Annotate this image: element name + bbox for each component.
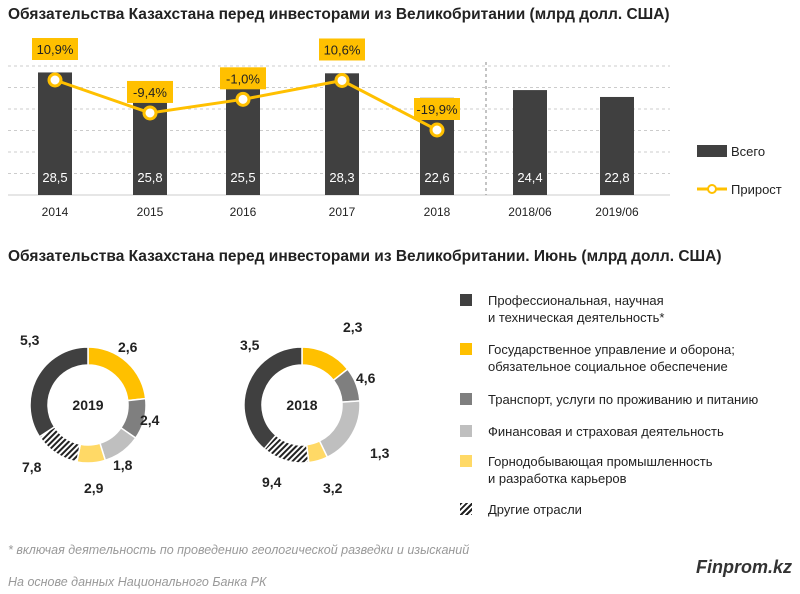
donut-value-label: 2,4 xyxy=(140,412,160,428)
bar-chart-title: Обязательства Казахстана перед инвестора… xyxy=(8,6,670,23)
bar-value-label: 24,4 xyxy=(517,170,542,185)
source: На основе данных Национального Банка РК xyxy=(8,575,267,589)
bar-value-label: 25,8 xyxy=(137,170,162,185)
legend-item: Другие отрасли xyxy=(460,501,790,535)
donut-center-label: 2018 xyxy=(286,397,317,413)
bar-value-label: 22,8 xyxy=(604,170,629,185)
bar xyxy=(325,73,359,195)
x-tick-label: 2017 xyxy=(329,205,356,219)
legend-label-total: Всего xyxy=(731,144,765,159)
legend-item: Государственное управление и оборона; об… xyxy=(460,341,790,375)
donut-slice xyxy=(29,346,89,438)
growth-point xyxy=(334,72,350,88)
donut-value-label: 5,3 xyxy=(20,332,40,348)
legend-swatch xyxy=(460,455,472,467)
legend-swatch xyxy=(460,294,472,306)
bar xyxy=(38,72,72,195)
legend-label: Горнодобывающая промышленность и разрабо… xyxy=(488,454,713,486)
bar-value-label: 22,6 xyxy=(424,170,449,185)
legend-label: Финансовая и страховая деятельность xyxy=(488,424,724,439)
legend-label-growth: Прирост xyxy=(731,182,782,197)
bar xyxy=(600,96,634,195)
growth-point xyxy=(429,122,445,138)
legend-label: Профессиональная, научная и техническая … xyxy=(488,293,665,325)
x-tick-label: 2019/06 xyxy=(595,205,639,219)
donut-slice xyxy=(318,400,361,459)
donut-center-label: 2019 xyxy=(72,397,103,413)
x-tick-label: 2016 xyxy=(230,205,257,219)
bar-value-label: 25,5 xyxy=(230,170,255,185)
growth-label: 10,9% xyxy=(37,42,74,57)
x-tick-label: 2015 xyxy=(137,205,164,219)
legend-item: Транспорт, услуги по проживанию и питани… xyxy=(460,391,790,425)
x-tick-label: 2018/06 xyxy=(508,205,552,219)
legend-item: Горнодобывающая промышленность и разрабо… xyxy=(460,453,790,487)
legend-swatch xyxy=(460,393,472,405)
growth-label-box xyxy=(127,80,173,103)
growth-label-box xyxy=(220,67,266,90)
bar-value-label: 28,3 xyxy=(329,170,354,185)
legend-swatch xyxy=(460,343,472,355)
donut-value-label: 7,8 xyxy=(22,459,42,475)
donut-value-label: 1,3 xyxy=(370,445,390,461)
legend-swatch xyxy=(460,425,472,437)
footnote: * включая деятельность по проведению гео… xyxy=(8,543,470,557)
donut-legend: Профессиональная, научная и техническая … xyxy=(460,292,790,532)
growth-label: -9,4% xyxy=(133,85,167,100)
growth-point xyxy=(47,72,63,88)
legend-label: Другие отрасли xyxy=(488,502,582,517)
legend-label: Транспорт, услуги по проживанию и питани… xyxy=(488,392,759,407)
donut-value-label: 3,2 xyxy=(323,480,343,496)
growth-label-box xyxy=(32,38,78,60)
growth-label-box xyxy=(319,38,365,61)
brand-logo: Finprom.kz xyxy=(695,557,792,577)
growth-label: 10,6% xyxy=(324,42,361,57)
growth-point xyxy=(235,91,251,107)
growth-label: -1,0% xyxy=(226,71,260,86)
donut-value-label: 1,8 xyxy=(113,457,133,473)
donut-slice xyxy=(87,346,147,402)
donut-value-label: 2,3 xyxy=(343,319,363,335)
donut-value-label: 2,9 xyxy=(84,480,104,496)
growth-point xyxy=(142,105,158,121)
legend-swatch xyxy=(460,503,472,515)
legend-label: Государственное управление и оборона; об… xyxy=(488,342,735,374)
x-tick-label: 2018 xyxy=(424,205,451,219)
legend-item: Финансовая и страховая деятельность xyxy=(460,423,790,457)
legend-item: Профессиональная, научная и техническая … xyxy=(460,292,790,326)
donut-value-label: 2,6 xyxy=(118,339,138,355)
growth-label-box xyxy=(414,98,460,120)
donut-value-label: 9,4 xyxy=(262,474,282,490)
legend-marker-growth xyxy=(707,184,717,194)
growth-label: -19,9% xyxy=(416,102,458,117)
bar-value-label: 28,5 xyxy=(42,170,67,185)
legend-swatch-total xyxy=(697,145,727,157)
bar xyxy=(513,90,547,195)
donut-slice xyxy=(76,442,107,464)
donut-value-label: 4,6 xyxy=(356,370,376,386)
donut-slice xyxy=(243,346,303,451)
x-tick-label: 2014 xyxy=(42,205,69,219)
donut-value-label: 3,5 xyxy=(240,337,260,353)
donut-chart-title: Обязательства Казахстана перед инвестора… xyxy=(8,248,722,265)
